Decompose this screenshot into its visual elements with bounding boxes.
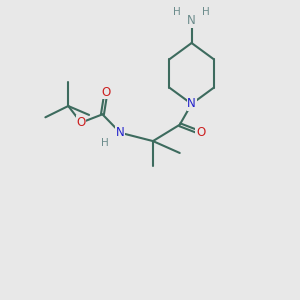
Text: N: N: [187, 98, 196, 110]
Text: O: O: [101, 85, 111, 98]
Text: O: O: [196, 126, 205, 139]
Text: O: O: [76, 116, 86, 129]
Text: N: N: [116, 126, 125, 139]
Text: N: N: [187, 14, 196, 27]
Text: H: H: [101, 139, 109, 148]
Text: H: H: [202, 7, 210, 17]
Text: H: H: [173, 7, 181, 17]
